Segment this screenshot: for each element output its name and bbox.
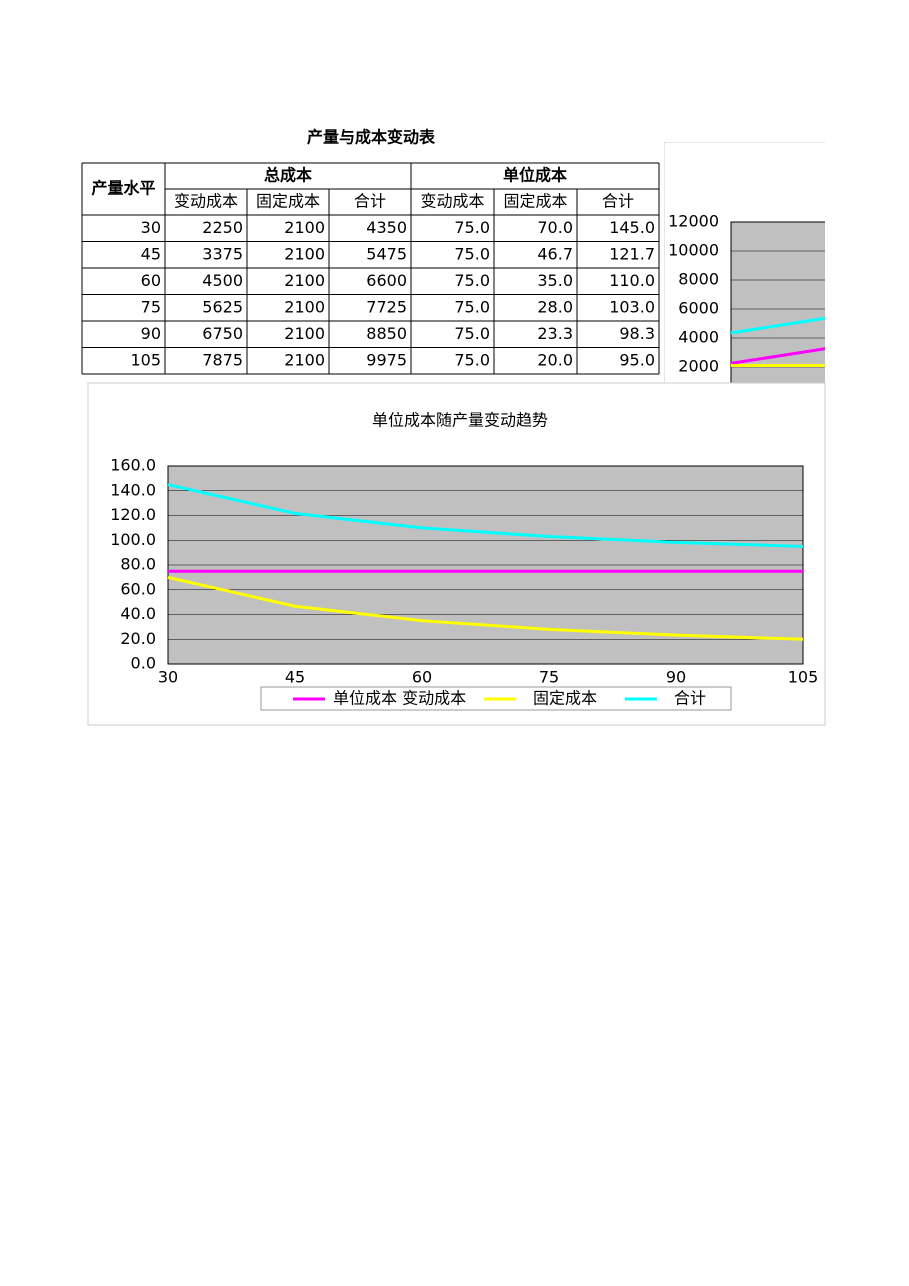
header-cell: 固定成本 xyxy=(256,192,320,211)
table-cell: 2250 xyxy=(202,218,243,237)
table-cell: 145.0 xyxy=(609,218,655,237)
table-cell: 35.0 xyxy=(537,271,573,290)
y-tick-label: 4000 xyxy=(678,328,719,347)
y-tick-label: 120.0 xyxy=(110,505,156,524)
header-cell: 合计 xyxy=(354,192,386,211)
series-line xyxy=(730,316,825,335)
header-cell: 总成本 xyxy=(264,166,312,185)
y-tick-label: 6000 xyxy=(678,299,719,318)
header-cell: 合计 xyxy=(602,192,634,211)
y-tick-label: 100.0 xyxy=(110,530,156,549)
table-cell: 75.0 xyxy=(454,244,490,263)
table-cell: 75 xyxy=(141,297,161,316)
y-tick-label: 160.0 xyxy=(110,456,156,475)
x-tick-label: 30 xyxy=(158,668,178,687)
y-tick-label: 8000 xyxy=(678,270,719,289)
table-cell: 70.0 xyxy=(537,218,573,237)
table-cell: 8850 xyxy=(366,324,407,343)
table-cell: 6600 xyxy=(366,271,407,290)
table-cell: 60 xyxy=(141,271,161,290)
total-cost-chart: 2000 4000 6000 8000 10000 12000 xyxy=(664,142,825,383)
chart-title: 单位成本随产量变动趋势 xyxy=(372,411,548,430)
table-cell: 5625 xyxy=(202,297,243,316)
table-cell: 90 xyxy=(141,324,161,343)
x-tick-label: 90 xyxy=(666,668,686,687)
table-cell: 105 xyxy=(130,350,161,369)
y-tick-label: 140.0 xyxy=(110,480,156,499)
legend-label: 固定成本 xyxy=(533,689,597,708)
table-title: 产量与成本变动表 xyxy=(307,128,436,147)
table-cell: 4350 xyxy=(366,218,407,237)
table-cell: 95.0 xyxy=(619,350,655,369)
table-cell: 75.0 xyxy=(454,350,490,369)
table-cell: 45 xyxy=(141,244,161,263)
x-tick-label: 105 xyxy=(788,668,819,687)
y-tick-label: 20.0 xyxy=(120,629,156,648)
table-cell: 7875 xyxy=(202,350,243,369)
table-cell: 2100 xyxy=(284,324,325,343)
table-cell: 5475 xyxy=(366,244,407,263)
series-line xyxy=(167,575,804,641)
table-cell: 75.0 xyxy=(454,324,490,343)
y-tick-label: 12000 xyxy=(668,212,719,231)
series-line xyxy=(167,483,804,548)
table-cell: 75.0 xyxy=(454,297,490,316)
x-tick-label: 45 xyxy=(285,668,305,687)
y-tick-label: 40.0 xyxy=(120,604,156,623)
table-cell: 2100 xyxy=(284,271,325,290)
table-cell: 3375 xyxy=(202,244,243,263)
table-cell: 121.7 xyxy=(609,244,655,263)
y-tick-label: 2000 xyxy=(678,357,719,376)
table-cell: 30 xyxy=(141,218,161,237)
table-cell: 103.0 xyxy=(609,297,655,316)
unit-cost-chart: 单位成本随产量变动趋势 0.0 20.0 40.0 60.0 80.0 100.0 120.0… xyxy=(87,382,826,726)
table-cell: 28.0 xyxy=(537,297,573,316)
x-tick-label: 75 xyxy=(539,668,559,687)
header-cell: 固定成本 xyxy=(503,192,567,211)
header-cell: 变动成本 xyxy=(174,192,238,211)
table-cell: 110.0 xyxy=(609,271,655,290)
legend-label: 单位成本 变动成本 xyxy=(333,689,466,708)
y-tick-label: 0.0 xyxy=(131,654,156,673)
y-tick-label: 10000 xyxy=(668,241,719,260)
table-cell: 4500 xyxy=(202,271,243,290)
table-cell: 20.0 xyxy=(537,350,573,369)
table-cell: 2100 xyxy=(284,350,325,369)
header-cell: 单位成本 xyxy=(503,166,567,185)
legend-label: 合计 xyxy=(674,689,706,708)
table-cell: 9975 xyxy=(366,350,407,369)
table-cell: 2100 xyxy=(284,218,325,237)
table-cell: 98.3 xyxy=(619,324,655,343)
table-cell: 2100 xyxy=(284,244,325,263)
table-cell: 75.0 xyxy=(454,218,490,237)
header-cell: 产量水平 xyxy=(91,179,155,198)
x-tick-label: 60 xyxy=(412,668,432,687)
header-cell: 变动成本 xyxy=(420,192,484,211)
table-cell: 46.7 xyxy=(537,244,573,263)
y-tick-label: 60.0 xyxy=(120,579,156,598)
y-tick-label: 80.0 xyxy=(120,555,156,574)
series-line xyxy=(730,347,825,365)
table-cell: 7725 xyxy=(366,297,407,316)
table-cell: 2100 xyxy=(284,297,325,316)
table-cell: 23.3 xyxy=(537,324,573,343)
table-cell: 6750 xyxy=(202,324,243,343)
table-cell: 75.0 xyxy=(454,271,490,290)
